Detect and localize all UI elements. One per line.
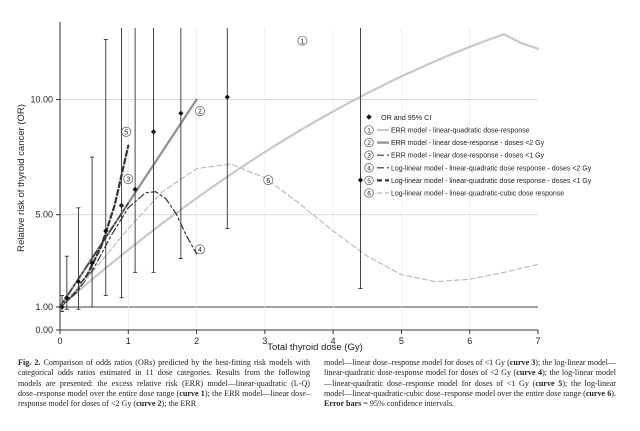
curve-ref: curve 6 [585, 388, 612, 398]
curve-ref: curve 4 [516, 368, 543, 378]
figure-caption: Fig. 2. Comparison of odds ratios (ORs) … [18, 358, 622, 428]
caption-text: ). [611, 388, 616, 398]
legend-marker-label: 3 [367, 153, 371, 160]
chart: 0 1 2 3 4 5 6 7 0.00 1.00 5.00 10.00 1 2 3 4 5 6 OR and … [16, 22, 592, 353]
curve-marker-label: 3 [126, 177, 130, 184]
legend-marker [364, 188, 374, 198]
y-tick-label: 10.00 [30, 94, 53, 104]
curve-marker-label: 6 [266, 178, 270, 185]
or-point [118, 202, 125, 209]
y-axis-label: Relative risk of thyroid cancer (OR) [16, 104, 27, 252]
curve-6 [59, 163, 539, 308]
fig-label: Fig. 2. [18, 358, 41, 367]
legend-marker [364, 150, 374, 160]
curve-marker [121, 126, 132, 137]
x-tick-label: 7 [535, 336, 540, 346]
caption-left-column: Fig. 2. Comparison of odds ratios (ORs) … [18, 358, 310, 409]
caption-text: ); the ERR model—linear dose–response mo… [18, 388, 310, 409]
x-axis-label: Total thyroid dose (Gy) [267, 342, 363, 353]
x-tick-label: 5 [399, 336, 404, 346]
caption-text: = 95% confidence intervals. [361, 399, 455, 409]
error-bars-label: Error bars [324, 399, 362, 409]
curve-1 [58, 33, 540, 308]
curve-ref: curve 3 [509, 358, 536, 367]
curve-marker-label: 1 [300, 38, 304, 45]
curve-marker [123, 174, 134, 184]
legend-point-label: OR and 95% CI [381, 113, 431, 122]
x-tick-label: 3 [262, 336, 267, 346]
legend-label: ERR model - linear dose-response - doses… [391, 140, 545, 147]
legend-marker-label: 2 [367, 140, 371, 147]
legend-marker [364, 125, 374, 135]
or-point [59, 304, 65, 310]
x-tick-label: 1 [126, 336, 131, 346]
curve-marker-label: 5 [124, 129, 128, 136]
x-tick-label: 2 [194, 336, 199, 346]
caption-text: ); the log-linear model—linear-quadratic… [324, 358, 616, 378]
or-point [178, 110, 184, 116]
legend-label: Log-linear model - linear-quadratic dose… [391, 165, 592, 172]
or-point [103, 228, 109, 234]
caption-text: ); the log-linear model—linear-quadratic… [324, 368, 616, 388]
legend-marker-label: 4 [367, 165, 371, 172]
legend-label: ERR model - linear dose-response - doses… [391, 153, 545, 160]
curve-marker-label: 4 [198, 247, 202, 254]
or-point [357, 177, 364, 183]
curve-3 [59, 202, 129, 308]
x-tick-label: 4 [331, 336, 336, 346]
curves [58, 33, 540, 308]
x-tick-label: 6 [467, 336, 472, 346]
legend-marker-label: 5 [367, 178, 371, 185]
curve-marker [195, 244, 205, 255]
curve-marker-label: 2 [198, 109, 202, 116]
legend-marker [364, 137, 374, 148]
or-point [132, 186, 138, 192]
caption-text: ); the ERR [161, 399, 197, 409]
error-bars [59, 28, 364, 313]
caption-text: Comparison of odds ratios (ORs) predicte… [18, 358, 310, 398]
or-point [150, 129, 157, 135]
legend: OR and 95% CI 1 ERR model - linear-quadrat… [364, 113, 592, 198]
legend-marker-label: 6 [367, 191, 371, 198]
legend-label: Log-linear model - linear-quadratic-cubi… [391, 191, 564, 198]
legend-marker [364, 163, 374, 173]
legend-label: Log-linear model - linear-quadratic dose… [391, 178, 592, 185]
y-tick-label: 1.00 [35, 302, 53, 312]
caption-right-column: model—linear dose–response model for dos… [324, 358, 616, 409]
y-tick-label: 5.00 [35, 210, 53, 220]
curve-ref: curve 5 [535, 378, 563, 388]
caption-text: model—linear dose–response model for dos… [324, 358, 510, 367]
or-point [64, 295, 70, 301]
curve-marker [297, 35, 308, 46]
caption-text: ); the log-linear model—linear-quadratic… [324, 378, 616, 398]
or-point [224, 94, 230, 100]
y-tick-label: 0.00 [35, 325, 53, 335]
curve-ref: curve 1 [179, 388, 205, 398]
axes: 0 1 2 3 4 5 6 7 0.00 1.00 5.00 10.00 [30, 22, 541, 346]
x-tick-label: 0 [57, 336, 62, 346]
curve-ref: curve 2 [136, 399, 162, 409]
or-point [75, 278, 82, 285]
curve-marker [263, 175, 274, 186]
legend-marker [364, 175, 374, 186]
curve-markers: 1 2 3 4 5 6 [121, 35, 308, 255]
legend-label: ERR model - linear-quadratic dose-respon… [391, 128, 530, 135]
curve-5 [58, 144, 130, 308]
legend-point-marker [366, 114, 372, 120]
curve-marker [195, 106, 205, 116]
legend-marker-label: 1 [367, 128, 371, 135]
or-point [89, 260, 95, 266]
